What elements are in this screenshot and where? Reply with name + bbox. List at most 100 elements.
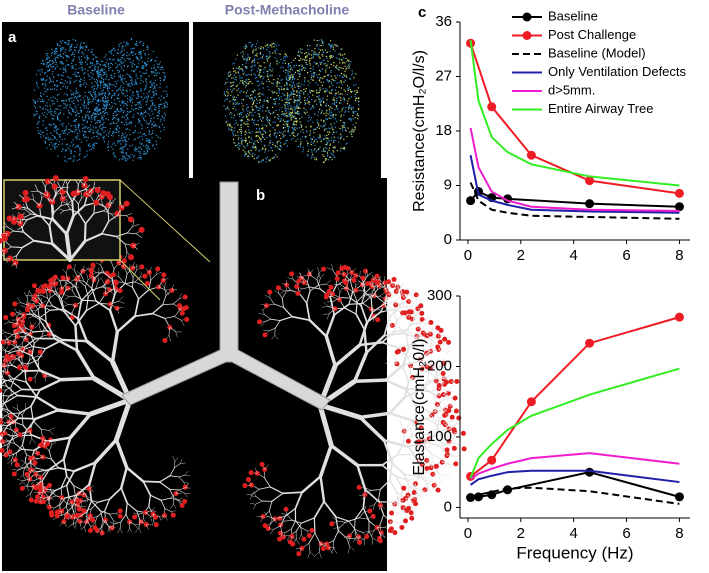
lung-dot [144,52,146,54]
lung-dot [35,74,38,76]
lung-dot [51,114,53,116]
lung-dot [96,61,98,63]
airway [41,480,44,492]
airway-defect [32,460,38,466]
airway [415,487,423,491]
airway [170,510,176,512]
airway-defect [27,376,33,382]
lung-dot [91,49,93,51]
lung-dot [49,78,51,80]
lung-dot [261,124,263,126]
lung-dot [42,78,44,80]
lung-dot [118,130,120,132]
lung-dot [53,103,55,105]
airway-defect [387,528,393,534]
lung-dot [107,97,109,99]
lung-dot [66,60,68,62]
lung-dot [142,72,144,74]
lung-dot [108,67,110,70]
lung-dot [111,49,113,51]
airway-defect [117,288,123,294]
airway [445,352,450,358]
lung-dot [276,82,279,84]
airway [25,475,30,479]
lung-dot [78,56,80,58]
airway [145,512,151,517]
lung-dot [41,132,43,134]
lung-dot [121,49,123,51]
airway [160,499,166,509]
lung-dot [116,118,118,120]
lung-dot [60,42,63,44]
airway [11,437,16,444]
lung-dot [163,129,165,131]
airway [28,475,31,481]
lung-dot [153,67,155,69]
airway [0,403,3,410]
lung-dot [100,64,102,66]
lung-dot [74,126,77,129]
lung-dot [75,107,77,109]
lung-dot [117,58,119,60]
lung-dot [106,113,109,115]
lung-dot [52,145,54,147]
lung-dot [117,110,120,112]
airway [74,263,76,271]
lung-dot [90,124,92,126]
airway [74,503,82,508]
airway [67,304,76,306]
lung-dot [134,107,137,110]
airway [132,269,138,278]
lung-dot [77,146,79,148]
lung-dot [50,65,52,68]
lung-dot [39,73,41,76]
lung-dot [152,145,154,147]
airway [0,332,6,335]
lung-dot [113,122,115,124]
airway [4,417,10,423]
lung-dot [103,131,105,134]
lung-dot [248,141,251,143]
lung-dot [125,122,127,124]
lung-dot [287,79,289,82]
airway [3,394,18,404]
airway-defect [306,533,312,539]
airway [19,405,32,414]
airway [87,397,133,417]
lung-dot [45,72,47,74]
lung-dot [145,111,147,113]
lung-dot [49,108,52,110]
airway [44,375,52,378]
airway [8,388,23,397]
lung-dot [118,45,120,48]
lung-dot [64,41,67,43]
lung-dot [58,133,60,136]
airway [119,528,123,534]
lung-dot [40,63,43,65]
airway [274,335,279,340]
airway [109,292,116,312]
airway [428,490,433,496]
airway [451,373,458,375]
airway [180,462,186,464]
lung-dot [53,118,55,120]
lung-dot [164,77,166,79]
lung-dot [99,124,101,127]
lung-dot [264,45,266,47]
lung-dot [262,116,264,118]
lung-dot [249,153,251,155]
lung-dot [134,80,136,83]
lung-dot [88,75,90,78]
lung-dot [124,139,126,141]
lung-dot [240,126,242,128]
lung-dot [107,119,109,121]
airway-defect [444,447,450,453]
airway [49,293,57,299]
lung-dot [119,148,121,150]
airway [68,295,76,298]
lung-dot [49,88,52,90]
airway [180,320,185,326]
lung-dot [125,45,127,47]
lung-dot [56,65,58,67]
lung-dot [108,82,111,84]
